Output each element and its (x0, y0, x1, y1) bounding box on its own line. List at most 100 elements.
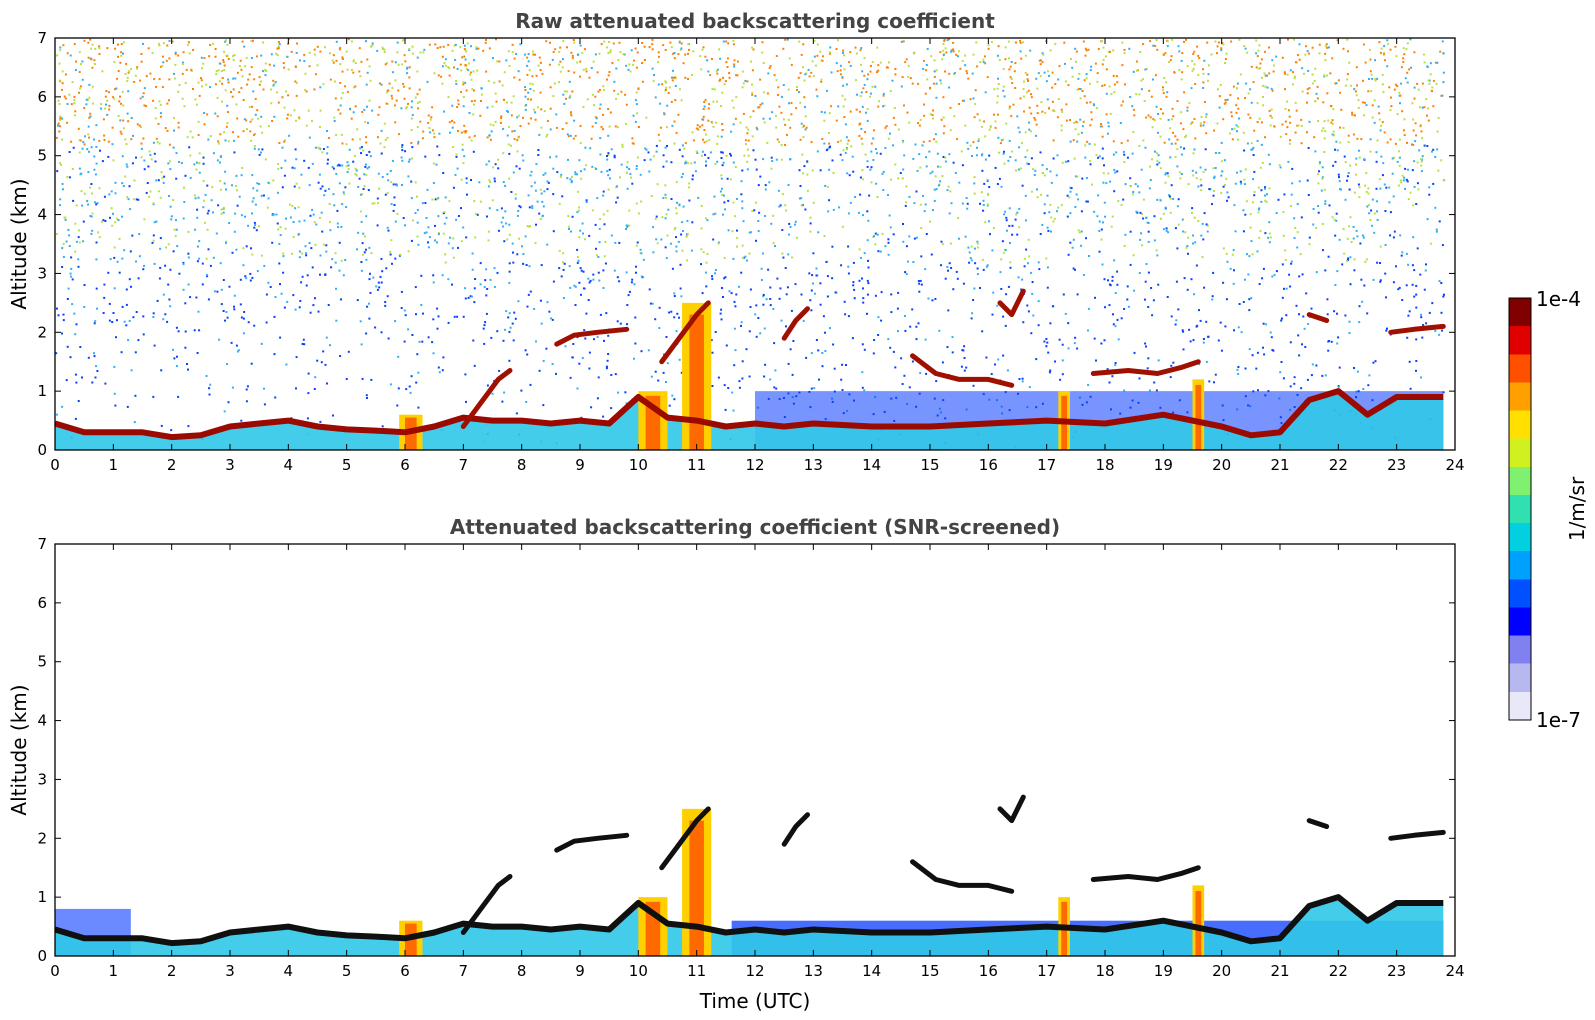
x-tick-label: 4 (284, 456, 294, 474)
x-tick-label: 3 (225, 456, 235, 474)
y-tick-label: 0 (37, 947, 47, 965)
x-tick-label: 12 (745, 962, 764, 980)
rain-column-19-20-core (1195, 385, 1202, 450)
noise-field (55, 38, 1446, 449)
rain-column-11-core (689, 314, 704, 450)
x-tick-label: 16 (979, 962, 998, 980)
plot-area-raw (55, 38, 1446, 450)
y-tick-label: 4 (37, 712, 47, 730)
cloud-layer-7-8 (460, 368, 513, 429)
x-tick-label: 18 (1095, 962, 1114, 980)
x-tick-label: 23 (1387, 456, 1406, 474)
x-tick-label: 15 (920, 962, 939, 980)
y-tick-label: 0 (37, 441, 47, 459)
cloud-layer-18-19 (1090, 865, 1201, 882)
x-tick-label: 12 (745, 456, 764, 474)
plot-area-screened (55, 794, 1446, 956)
x-tick-label: 0 (50, 962, 60, 980)
cloud-layer-15-16 (910, 859, 1015, 894)
x-tick-label: 22 (1329, 456, 1348, 474)
y-tick-label: 3 (37, 770, 47, 788)
x-tick-label: 20 (1212, 456, 1231, 474)
x-tick-label: 22 (1329, 962, 1348, 980)
boundary-layer-line (55, 894, 1444, 947)
y-tick-label: 5 (37, 147, 47, 165)
x-tick-label: 7 (459, 962, 469, 980)
cloud-layer-16-17 (997, 288, 1026, 318)
x-tick-label: 6 (400, 962, 410, 980)
colorbar-gradient (1508, 297, 1532, 721)
x-tick-label: 14 (862, 456, 881, 474)
x-tick-label: 14 (862, 962, 881, 980)
cloud-layer-11 (659, 300, 711, 365)
cloud-layer-18-19 (1090, 359, 1201, 376)
x-axis-label: Time (UTC) (699, 989, 811, 1013)
axes-frame-screened (54, 543, 1456, 957)
axis-ticks-raw: 0 1 2 3 4 5 6 7 8 9 10 11 12 13 14 15 16 17 18 19 20 21 22 23 24… (37, 29, 1464, 474)
x-tick-label: 13 (804, 962, 823, 980)
x-tick-label: 8 (517, 456, 527, 474)
cloud-layer-7-8 (460, 874, 513, 935)
x-tick-label: 5 (342, 962, 352, 980)
x-tick-label: 6 (400, 456, 410, 474)
y-tick-label: 5 (37, 653, 47, 671)
y-tick-label: 6 (37, 594, 47, 612)
x-tick-label: 10 (629, 456, 648, 474)
x-tick-label: 4 (284, 962, 294, 980)
x-tick-label: 2 (167, 456, 177, 474)
rain-column-11-core (689, 820, 704, 956)
x-tick-label: 9 (575, 456, 585, 474)
cloud-layer-11 (659, 806, 711, 871)
x-tick-label: 11 (687, 962, 706, 980)
y-tick-label: 4 (37, 206, 47, 224)
y-axis-label-raw: Altitude (km) (7, 178, 31, 309)
cloud-layer-12-13 (781, 306, 810, 341)
cloud-layer-8-9 (554, 832, 630, 853)
boundary-layer-line (55, 388, 1444, 441)
y-tick-label: 7 (37, 29, 47, 47)
y-tick-label: 1 (37, 382, 47, 400)
x-tick-label: 0 (50, 456, 60, 474)
cloud-layer-8-9 (554, 326, 630, 347)
y-tick-label: 1 (37, 888, 47, 906)
x-tick-label: 13 (804, 456, 823, 474)
x-tick-label: 19 (1154, 962, 1173, 980)
x-tick-label: 23 (1387, 962, 1406, 980)
x-tick-label: 24 (1445, 456, 1464, 474)
x-tick-label: 11 (687, 456, 706, 474)
y-axis-label-screened: Altitude (km) (7, 684, 31, 815)
cloud-layer-15-16 (910, 353, 1015, 388)
x-tick-label: 8 (517, 962, 527, 980)
x-tick-label: 21 (1270, 456, 1289, 474)
axis-ticks-screened: 0 1 2 3 4 5 6 7 8 9 10 11 12 13 14 15 16 17 18 19 20 21 22 23 24… (37, 535, 1464, 980)
y-tick-label: 7 (37, 535, 47, 553)
x-tick-label: 19 (1154, 456, 1173, 474)
cloud-layer-12-13 (781, 812, 810, 847)
x-tick-label: 3 (225, 962, 235, 980)
x-tick-label: 2 (167, 962, 177, 980)
x-tick-label: 18 (1095, 456, 1114, 474)
y-tick-label: 6 (37, 88, 47, 106)
x-tick-label: 9 (575, 962, 585, 980)
colorbar-unit-label: 1/m/sr (1565, 476, 1589, 541)
colorbar-max-label: 1e-4 (1536, 287, 1581, 311)
cloud-layer-21-22 (1306, 818, 1330, 829)
x-tick-label: 21 (1270, 962, 1289, 980)
x-tick-label: 1 (109, 962, 119, 980)
colorbar-min-label: 1e-7 (1536, 708, 1581, 732)
x-tick-label: 20 (1212, 962, 1231, 980)
y-tick-label: 3 (37, 264, 47, 282)
x-tick-label: 5 (342, 456, 352, 474)
cloud-layer-16-17 (997, 794, 1026, 824)
x-tick-label: 24 (1445, 962, 1464, 980)
x-tick-label: 17 (1037, 456, 1056, 474)
rain-column-19-20-core (1195, 891, 1202, 956)
y-tick-label: 2 (37, 323, 47, 341)
cloud-layer-23-24 (1388, 829, 1446, 841)
x-tick-label: 7 (459, 456, 469, 474)
x-tick-label: 10 (629, 962, 648, 980)
cloud-layer-21-22 (1306, 312, 1330, 323)
panel-title-screened: Attenuated backscattering coefficient (S… (450, 515, 1060, 539)
y-tick-label: 2 (37, 829, 47, 847)
